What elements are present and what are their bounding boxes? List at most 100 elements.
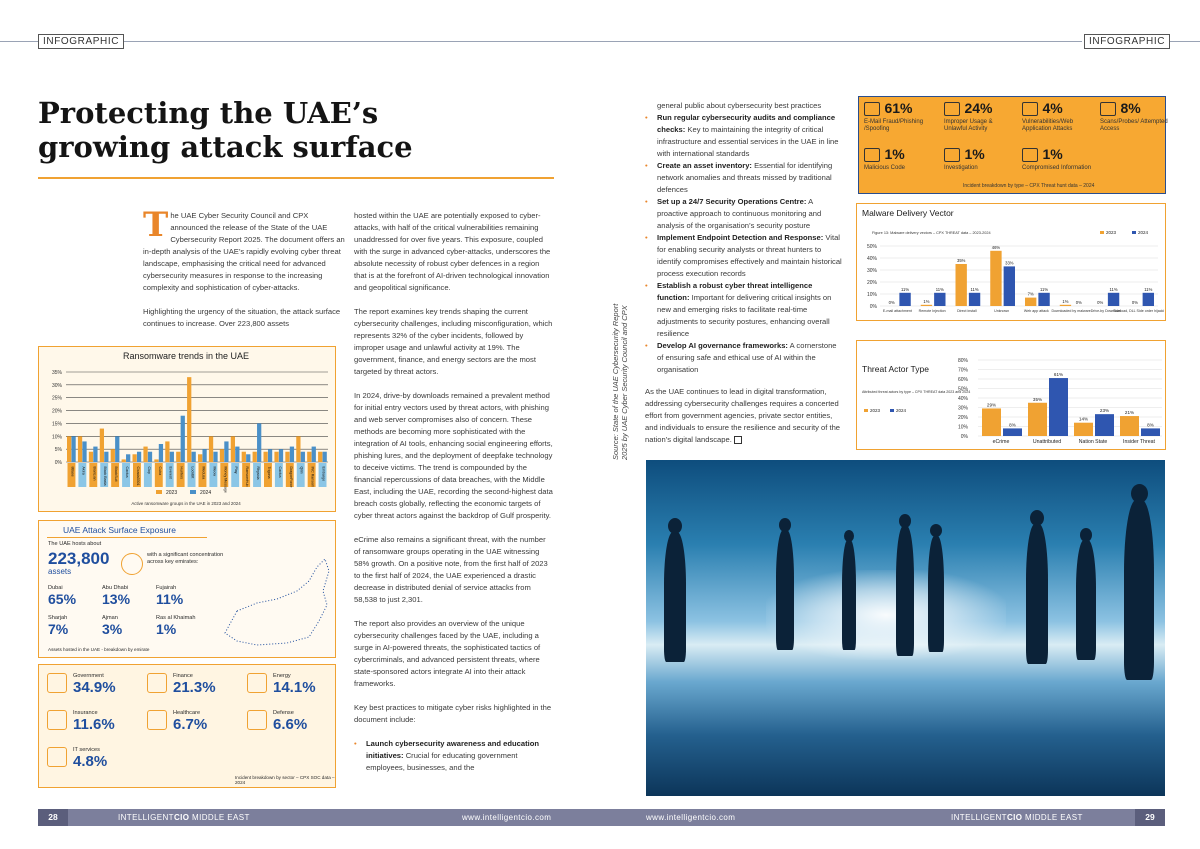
bullet-title: Launch cybersecurity awareness and educa… bbox=[366, 739, 540, 760]
bar-2024 bbox=[158, 444, 164, 462]
bullet-item: Implement Endpoint Detection and Respons… bbox=[645, 232, 843, 280]
data-label: 33% bbox=[1005, 260, 1014, 265]
x-tick-label: Cicada3301 bbox=[136, 467, 140, 486]
assets-unit: assets bbox=[48, 567, 72, 576]
incident-label: Scans/Probes/ Attempted Access bbox=[1100, 119, 1168, 132]
network-icon bbox=[121, 553, 143, 575]
incident-type-item: 8% Scans/Probes/ Attempted Access bbox=[1100, 100, 1176, 133]
emirate-name: Sharjah bbox=[48, 615, 68, 621]
bar-2024 bbox=[93, 446, 98, 462]
data-label: 35% bbox=[1033, 397, 1042, 402]
bar-2024 bbox=[246, 454, 251, 462]
bar-2024 bbox=[1003, 266, 1015, 306]
bar-2024 bbox=[169, 451, 174, 462]
legend-label: 2024 bbox=[200, 490, 211, 496]
bar-2024 bbox=[257, 423, 262, 462]
sector-name: Government bbox=[73, 673, 104, 679]
x-tick-label: Web app attack bbox=[1024, 309, 1049, 313]
bar-2024 bbox=[1049, 378, 1068, 436]
header-rule-mid bbox=[118, 41, 1082, 42]
legend-swatch-2024 bbox=[890, 409, 894, 412]
bar-2024 bbox=[115, 436, 120, 462]
bar-2023 bbox=[274, 451, 279, 462]
source-credit: Source: State of the UAE Cybersecurity R… bbox=[611, 303, 629, 460]
data-label: 11% bbox=[1040, 287, 1048, 292]
y-tick-label: 40% bbox=[867, 256, 878, 262]
bar-2024 bbox=[213, 451, 218, 462]
y-tick-label: 30% bbox=[52, 383, 63, 389]
end-mark-icon bbox=[733, 436, 742, 444]
x-tick-label: Unattributed bbox=[1033, 439, 1061, 445]
bar-2024 bbox=[191, 451, 196, 462]
bar-2023 bbox=[1059, 304, 1072, 306]
sector-icon bbox=[47, 710, 67, 730]
emirate-value: 7% bbox=[48, 621, 69, 637]
x-tick-label: eCrime bbox=[993, 439, 1010, 445]
article-column-2: hosted within the UAE are potentially ex… bbox=[354, 210, 554, 774]
bar-2023 bbox=[219, 449, 225, 462]
y-tick-label: 20% bbox=[867, 280, 878, 286]
incident-value: 8% bbox=[1120, 100, 1141, 116]
incident-type-item: 4% Vulnerabilities/Web Application Attack… bbox=[1022, 100, 1098, 133]
incident-icon bbox=[1022, 101, 1038, 116]
emirate-value: 13% bbox=[102, 591, 131, 607]
x-tick-label: BlackSuit bbox=[114, 467, 118, 482]
legend-swatch-2023 bbox=[864, 409, 868, 412]
sector-value: 34.9% bbox=[73, 679, 116, 696]
bar-2024 bbox=[267, 449, 273, 462]
tick-bg bbox=[165, 463, 174, 487]
infographic-tag-right: INFOGRAPHIC bbox=[1084, 34, 1171, 49]
incident-value: 1% bbox=[1042, 146, 1063, 162]
y-tick-label: 50% bbox=[958, 387, 969, 393]
incident-type-item: 1% Compromised Information bbox=[1022, 146, 1098, 172]
x-tick-label: Unknown bbox=[994, 309, 1009, 313]
url-right[interactable]: www.intelligentcio.com bbox=[646, 813, 736, 822]
bullet-title: Create an asset inventory: bbox=[657, 161, 752, 170]
bullet-item: Run regular cybersecurity audits and com… bbox=[645, 112, 843, 160]
emirate-stat: Fujairah 11% bbox=[156, 585, 183, 607]
bullet-text: Crucial for educating government employe… bbox=[366, 751, 518, 772]
data-label: 11% bbox=[971, 287, 979, 292]
bar-2023 bbox=[77, 436, 83, 462]
y-tick-label: 15% bbox=[52, 421, 63, 427]
bar-2023 bbox=[920, 304, 933, 306]
data-label: 11% bbox=[901, 287, 909, 292]
emirate-value: 1% bbox=[156, 621, 177, 637]
sector-value: 6.6% bbox=[273, 716, 308, 733]
sector-value: 14.1% bbox=[273, 679, 316, 696]
incident-type-panel bbox=[858, 96, 1166, 194]
y-tick-label: 10% bbox=[958, 425, 969, 431]
business-people-photo bbox=[646, 460, 1165, 796]
bar-2023 bbox=[1120, 416, 1139, 436]
bar-2023 bbox=[165, 441, 170, 462]
data-label: 23% bbox=[1100, 408, 1109, 413]
legend-label: 2023 bbox=[870, 408, 881, 413]
url-left[interactable]: www.intelligentcio.com bbox=[462, 813, 552, 822]
legend-label: 2024 bbox=[1138, 230, 1149, 235]
y-tick-label: 10% bbox=[52, 434, 63, 440]
data-label: 8% bbox=[1009, 422, 1016, 427]
bar-2024 bbox=[934, 292, 946, 306]
bar-2024 bbox=[136, 451, 142, 462]
y-tick-label: 50% bbox=[867, 244, 878, 250]
bar-2023 bbox=[1028, 402, 1047, 436]
bar-2024 bbox=[126, 454, 131, 462]
x-tick-label: Hunters bbox=[180, 467, 184, 480]
closing-text: As the UAE continues to lead in digital … bbox=[645, 387, 841, 444]
threat-actor-chart: Threat Actor Type Attributed threat actor… bbox=[862, 358, 1162, 445]
sector-value: 21.3% bbox=[173, 679, 216, 696]
x-tick-label: Nation State bbox=[1079, 439, 1108, 445]
data-label: 11% bbox=[1110, 287, 1118, 292]
tick-bg bbox=[154, 463, 163, 487]
bullet-title: Run regular cybersecurity audits and com… bbox=[657, 113, 836, 134]
sector-name: Finance bbox=[173, 673, 193, 679]
bar-2024 bbox=[180, 415, 185, 462]
bar-2024 bbox=[1142, 292, 1154, 306]
brand-part: MIDDLE EAST bbox=[189, 813, 250, 822]
attack-surface-title: UAE Attack Surface Exposure bbox=[63, 525, 176, 535]
chart-title: Ransomware trends in the UAE bbox=[123, 351, 249, 361]
bullet-title: Set up a 24/7 Security Operations Centre… bbox=[657, 197, 807, 206]
bar-2023 bbox=[1025, 297, 1037, 306]
y-tick-label: 70% bbox=[958, 368, 969, 374]
sector-name: Energy bbox=[273, 673, 291, 679]
